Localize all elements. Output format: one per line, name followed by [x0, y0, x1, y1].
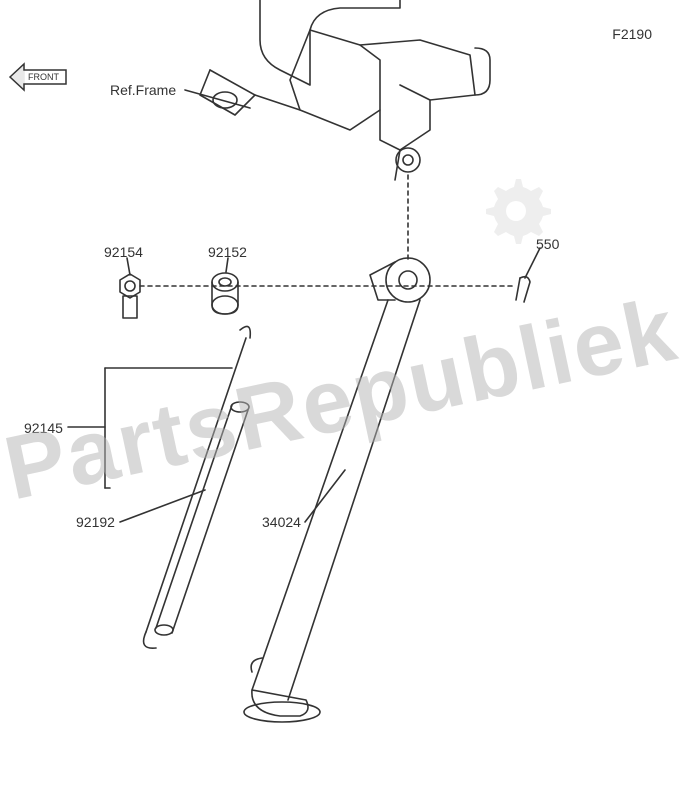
callout-92154: 92154: [104, 244, 143, 260]
diagram-container: FRONT F2190 Ref.Frame 550 92154 92152 92…: [0, 0, 682, 800]
front-label-text: FRONT: [28, 72, 59, 82]
watermark-gear-icon: [480, 175, 552, 252]
diagram-code: F2190: [612, 26, 652, 42]
callout-34024: 34024: [262, 514, 301, 530]
callout-92192: 92192: [76, 514, 115, 530]
parts-diagram-svg: [0, 0, 682, 800]
callout-92152: 92152: [208, 244, 247, 260]
ref-frame-label: Ref.Frame: [110, 82, 176, 98]
front-direction-badge: FRONT: [8, 60, 78, 99]
callout-92145: 92145: [24, 420, 63, 436]
